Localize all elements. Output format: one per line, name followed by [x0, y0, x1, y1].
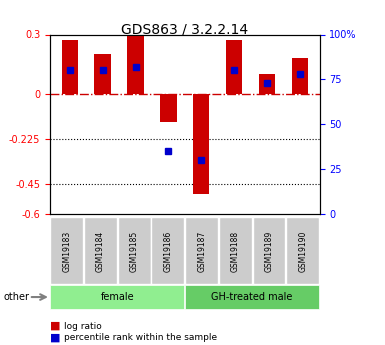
Text: percentile rank within the sample: percentile rank within the sample — [64, 333, 217, 342]
Bar — [291, 58, 308, 94]
Text: female: female — [100, 292, 134, 302]
Bar — [127, 34, 144, 94]
Text: GSM19189: GSM19189 — [264, 230, 273, 272]
Bar — [259, 75, 275, 94]
Bar — [226, 40, 242, 94]
Bar — [160, 94, 177, 122]
Text: GDS863 / 3.2.2.14: GDS863 / 3.2.2.14 — [121, 22, 248, 37]
Text: ■: ■ — [50, 321, 60, 331]
Text: GH-treated male: GH-treated male — [211, 292, 293, 302]
Text: GSM19183: GSM19183 — [62, 230, 71, 272]
Text: GSM19190: GSM19190 — [298, 230, 307, 272]
Text: other: other — [4, 293, 30, 302]
Bar — [94, 55, 111, 94]
Text: log ratio: log ratio — [64, 322, 101, 331]
Bar — [193, 94, 209, 194]
Text: GSM19188: GSM19188 — [231, 230, 240, 272]
Text: GSM19184: GSM19184 — [96, 230, 105, 272]
Bar — [62, 40, 78, 94]
Text: GSM19186: GSM19186 — [164, 230, 172, 272]
Text: ■: ■ — [50, 333, 60, 342]
Text: GSM19187: GSM19187 — [197, 230, 206, 272]
Text: GSM19185: GSM19185 — [130, 230, 139, 272]
